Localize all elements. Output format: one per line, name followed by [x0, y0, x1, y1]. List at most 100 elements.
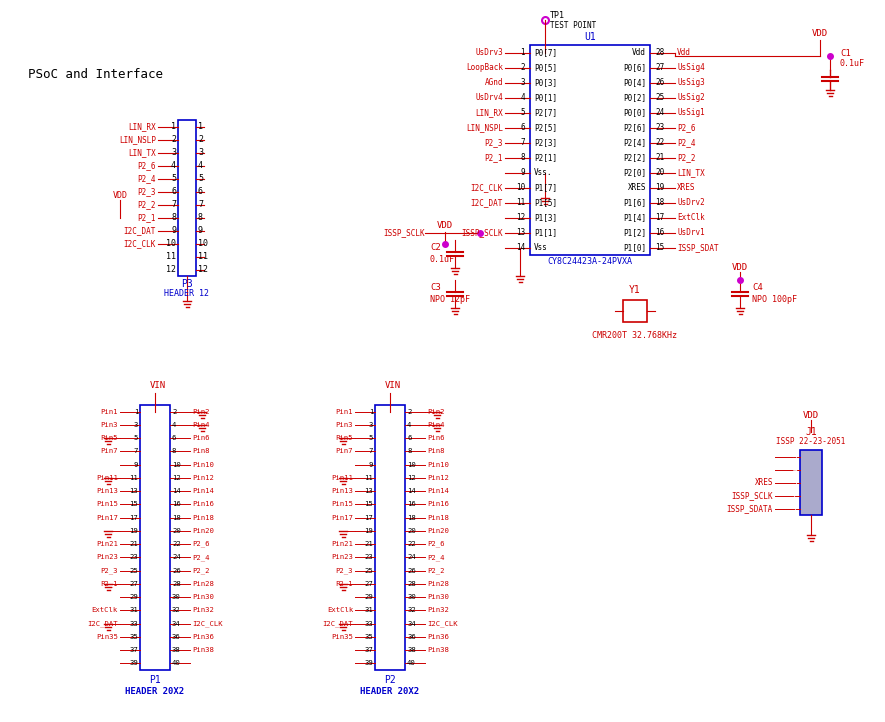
Text: P0[3]: P0[3] — [534, 78, 558, 87]
Text: Pin11: Pin11 — [96, 475, 118, 481]
Text: 6: 6 — [407, 435, 412, 441]
Text: C1: C1 — [840, 48, 850, 58]
Text: Pin12: Pin12 — [192, 475, 214, 481]
Text: LIN_RX: LIN_RX — [128, 122, 156, 131]
Text: 19: 19 — [129, 528, 138, 534]
Text: UsSig3: UsSig3 — [677, 78, 704, 87]
Text: P2_4: P2_4 — [137, 174, 156, 183]
Text: 20: 20 — [407, 528, 416, 534]
Text: 39: 39 — [129, 661, 138, 666]
Text: P0[1]: P0[1] — [534, 93, 558, 102]
Text: LIN_TX: LIN_TX — [677, 168, 704, 177]
Text: 11: 11 — [129, 475, 138, 481]
Text: Pin4: Pin4 — [192, 422, 210, 428]
Text: 9: 9 — [198, 226, 203, 235]
Text: VIN: VIN — [150, 380, 166, 389]
Text: 12: 12 — [407, 475, 416, 481]
Text: 35: 35 — [365, 634, 373, 640]
Text: HEADER 12: HEADER 12 — [165, 290, 210, 298]
Text: 13: 13 — [516, 228, 525, 237]
Text: 16: 16 — [655, 228, 665, 237]
Text: 2: 2 — [520, 63, 525, 72]
Text: P2_3: P2_3 — [137, 187, 156, 196]
Text: Pin17: Pin17 — [331, 515, 353, 521]
Text: CMR200T 32.768KHz: CMR200T 32.768KHz — [592, 331, 678, 339]
Text: 9: 9 — [171, 226, 176, 235]
Text: 9: 9 — [520, 168, 525, 177]
Text: 9: 9 — [134, 461, 138, 468]
Text: 26: 26 — [407, 567, 416, 573]
Text: 32: 32 — [172, 607, 181, 614]
Text: 8: 8 — [520, 153, 525, 162]
Text: ISSP_SDAT: ISSP_SDAT — [677, 243, 719, 252]
Text: P2_3: P2_3 — [335, 567, 353, 574]
Text: VDD: VDD — [803, 411, 819, 419]
Bar — [530, 45, 650, 255]
Text: Pin36: Pin36 — [427, 634, 449, 640]
Text: LoopBack: LoopBack — [466, 63, 503, 72]
Text: Vdd: Vdd — [632, 48, 646, 57]
Text: 1: 1 — [198, 122, 203, 131]
Text: Pin28: Pin28 — [192, 581, 214, 587]
Text: 22: 22 — [655, 138, 665, 147]
Text: 24: 24 — [655, 108, 665, 117]
Text: 39: 39 — [365, 661, 373, 666]
Text: 31: 31 — [365, 607, 373, 614]
Text: Pin15: Pin15 — [331, 501, 353, 508]
Text: CY8C24423A-24PVXA: CY8C24423A-24PVXA — [548, 256, 633, 266]
Text: P0[5]: P0[5] — [534, 63, 558, 72]
Text: 30: 30 — [172, 594, 181, 600]
Text: I2C_CLK: I2C_CLK — [427, 620, 458, 627]
Text: 8: 8 — [198, 213, 203, 222]
Text: Pin28: Pin28 — [427, 581, 449, 587]
Text: Pin21: Pin21 — [96, 541, 118, 547]
Text: 11: 11 — [198, 252, 208, 261]
Text: Pin5: Pin5 — [335, 435, 353, 441]
Text: 28: 28 — [172, 581, 181, 587]
Text: P2_6: P2_6 — [137, 161, 156, 170]
Text: 7: 7 — [134, 448, 138, 454]
Text: J1: J1 — [805, 427, 817, 437]
Text: Pin23: Pin23 — [96, 554, 118, 560]
Text: Pin10: Pin10 — [427, 461, 449, 468]
Text: 5: 5 — [369, 435, 373, 441]
Text: P1[4]: P1[4] — [623, 213, 646, 222]
Text: Vss.: Vss. — [534, 168, 552, 177]
Text: P0[2]: P0[2] — [623, 93, 646, 102]
Text: P2[7]: P2[7] — [534, 108, 558, 117]
Text: 25: 25 — [365, 567, 373, 573]
Text: 3: 3 — [520, 78, 525, 87]
Text: UsSig1: UsSig1 — [677, 108, 704, 117]
Text: 24: 24 — [172, 554, 181, 560]
Text: 17: 17 — [129, 515, 138, 521]
Text: P0[4]: P0[4] — [623, 78, 646, 87]
Text: Pin32: Pin32 — [427, 607, 449, 614]
Text: 7: 7 — [369, 448, 373, 454]
Text: ExtClk: ExtClk — [677, 213, 704, 222]
Text: 33: 33 — [129, 621, 138, 627]
Text: LIN_NSLP: LIN_NSLP — [119, 135, 156, 144]
Text: 15: 15 — [655, 243, 665, 252]
Text: 12: 12 — [172, 475, 181, 481]
Text: Pin8: Pin8 — [427, 448, 444, 454]
Text: 17: 17 — [365, 515, 373, 521]
Text: Pin8: Pin8 — [192, 448, 210, 454]
Text: 14: 14 — [407, 488, 416, 494]
Text: 26: 26 — [655, 78, 665, 87]
Text: Pin6: Pin6 — [192, 435, 210, 441]
Text: P2_1: P2_1 — [484, 153, 503, 162]
Text: VDD: VDD — [437, 220, 453, 230]
Text: P1[3]: P1[3] — [534, 213, 558, 222]
Text: P2[0]: P2[0] — [623, 168, 646, 177]
Text: 15: 15 — [129, 501, 138, 508]
Text: NPO 100pF: NPO 100pF — [752, 295, 797, 305]
Text: Pin15: Pin15 — [96, 501, 118, 508]
Text: P2: P2 — [384, 675, 396, 685]
Text: 4: 4 — [520, 93, 525, 102]
Text: XRES: XRES — [755, 478, 773, 487]
Text: Pin3: Pin3 — [335, 422, 353, 428]
Text: 2: 2 — [407, 409, 412, 414]
Text: 2: 2 — [198, 135, 203, 144]
Text: P1[5]: P1[5] — [534, 198, 558, 207]
Text: 1: 1 — [520, 48, 525, 57]
